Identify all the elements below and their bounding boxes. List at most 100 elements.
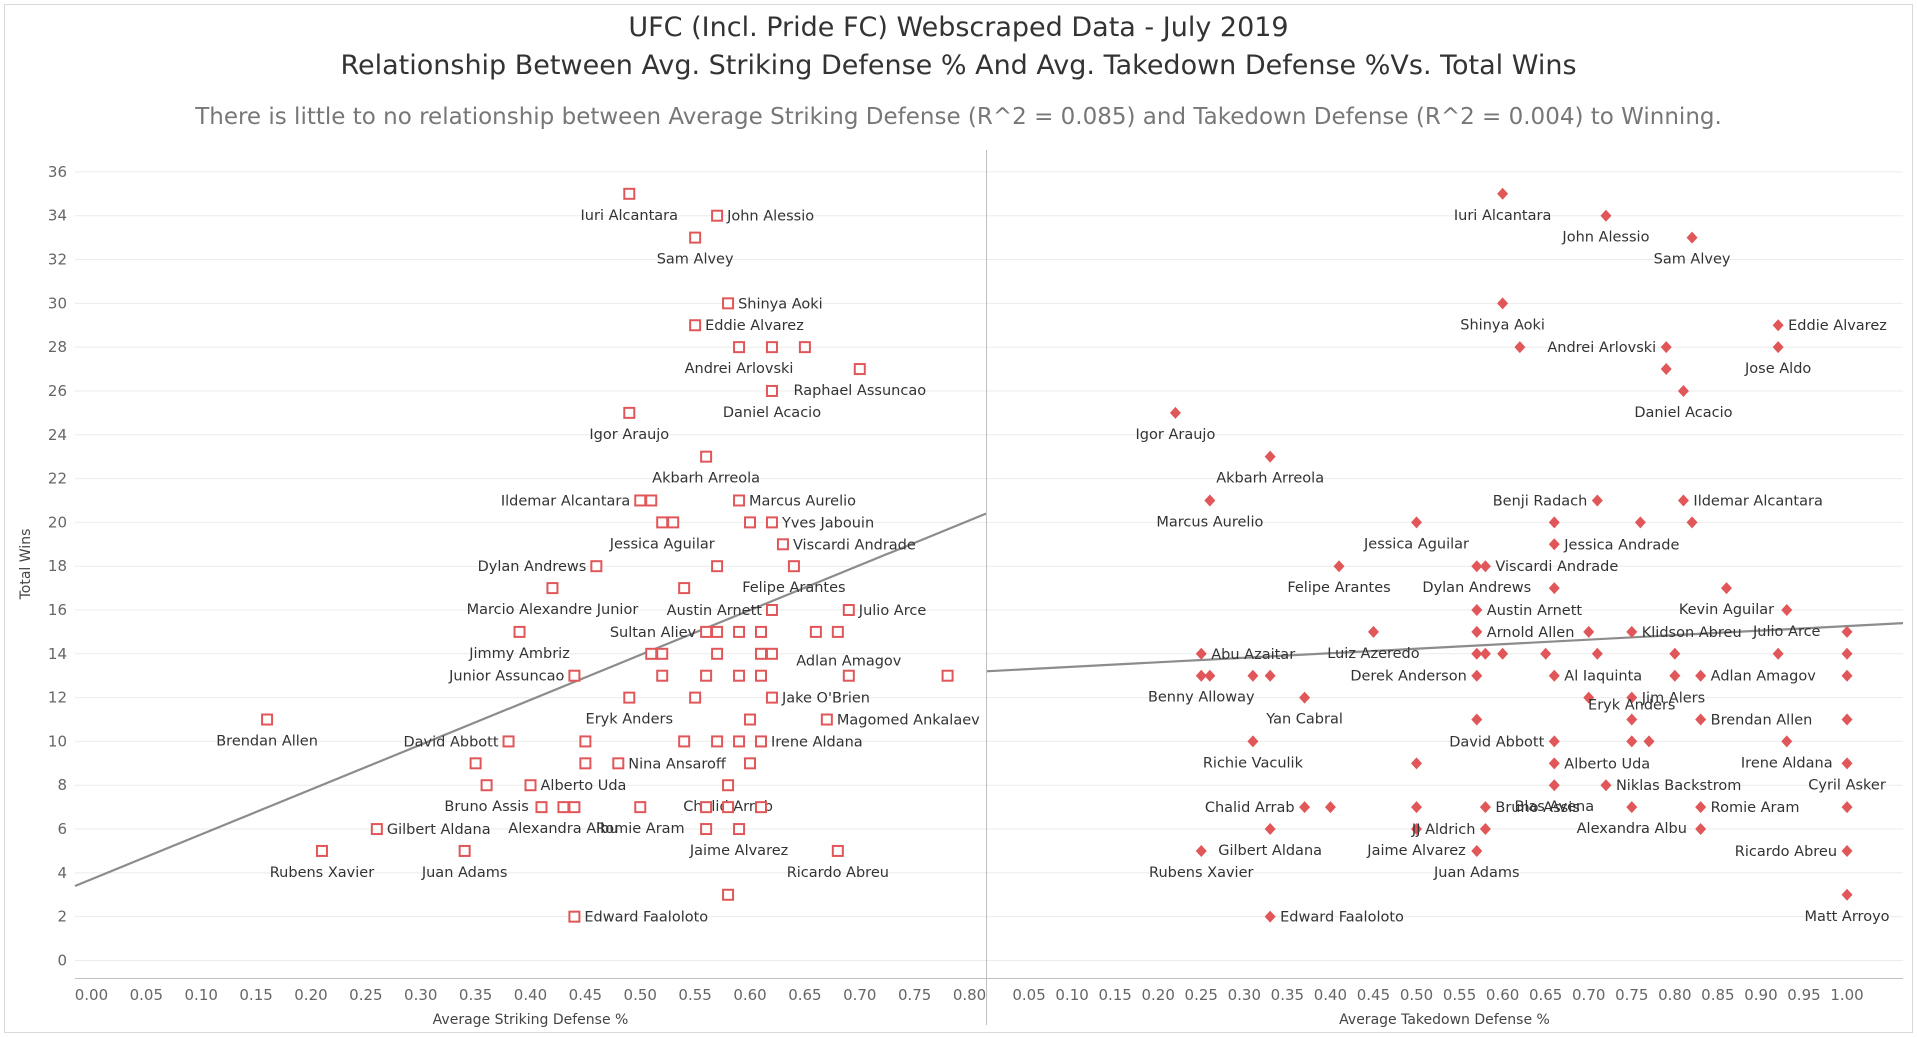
data-point[interactable] — [502, 735, 515, 748]
data-point[interactable] — [1195, 669, 1207, 682]
data-point[interactable] — [1247, 735, 1259, 748]
data-point[interactable] — [1324, 801, 1336, 814]
data-point[interactable] — [798, 341, 811, 354]
data-point[interactable] — [1195, 647, 1207, 660]
data-point[interactable] — [645, 647, 658, 660]
data-point[interactable] — [667, 516, 680, 529]
data-point[interactable] — [1548, 516, 1560, 529]
data-point[interactable] — [579, 735, 592, 748]
data-point[interactable] — [1471, 844, 1483, 857]
data-point[interactable] — [469, 757, 482, 770]
data-point[interactable] — [678, 582, 691, 595]
data-point[interactable] — [1600, 779, 1612, 792]
data-point[interactable] — [1669, 669, 1681, 682]
data-point[interactable] — [1643, 735, 1655, 748]
data-point[interactable] — [1626, 713, 1638, 726]
data-point[interactable] — [1583, 691, 1595, 704]
data-point[interactable] — [733, 823, 746, 836]
data-point[interactable] — [535, 801, 548, 814]
data-point[interactable] — [1583, 625, 1595, 638]
data-point[interactable] — [1841, 801, 1853, 814]
data-point[interactable] — [809, 625, 822, 638]
data-point[interactable] — [1471, 669, 1483, 682]
data-point[interactable] — [1686, 516, 1698, 529]
data-point[interactable] — [634, 494, 647, 507]
data-point[interactable] — [1695, 823, 1707, 836]
data-point[interactable] — [689, 231, 702, 244]
data-point[interactable] — [1841, 844, 1853, 857]
data-point[interactable] — [315, 844, 328, 857]
data-point[interactable] — [370, 823, 383, 836]
data-point[interactable] — [733, 341, 746, 354]
data-point[interactable] — [1548, 757, 1560, 770]
data-point[interactable] — [689, 319, 702, 332]
data-point[interactable] — [1548, 538, 1560, 551]
data-point[interactable] — [1497, 297, 1509, 310]
data-point[interactable] — [568, 910, 581, 923]
data-point[interactable] — [700, 801, 713, 814]
data-point[interactable] — [1497, 187, 1509, 200]
data-point[interactable] — [1471, 713, 1483, 726]
data-point[interactable] — [1411, 516, 1423, 529]
data-point[interactable] — [1781, 735, 1793, 748]
data-point[interactable] — [1677, 494, 1689, 507]
data-point[interactable] — [1720, 582, 1732, 595]
data-point[interactable] — [1540, 647, 1552, 660]
data-point[interactable] — [612, 757, 625, 770]
data-point[interactable] — [1204, 669, 1216, 682]
data-point[interactable] — [1471, 560, 1483, 573]
data-point[interactable] — [700, 450, 713, 463]
data-point[interactable] — [656, 516, 669, 529]
data-point[interactable] — [568, 669, 581, 682]
data-point[interactable] — [711, 560, 724, 573]
data-point[interactable] — [1600, 209, 1612, 222]
data-point[interactable] — [513, 625, 526, 638]
data-point[interactable] — [711, 209, 724, 222]
data-point[interactable] — [1299, 691, 1311, 704]
data-point[interactable] — [765, 341, 778, 354]
data-point[interactable] — [1841, 713, 1853, 726]
data-point[interactable] — [765, 384, 778, 397]
data-point[interactable] — [1841, 625, 1853, 638]
data-point[interactable] — [744, 713, 757, 726]
data-point[interactable] — [1264, 910, 1276, 923]
data-point[interactable] — [1772, 647, 1784, 660]
data-point[interactable] — [820, 713, 833, 726]
data-point[interactable] — [1479, 560, 1491, 573]
data-point[interactable] — [1497, 647, 1509, 660]
data-point[interactable] — [754, 801, 767, 814]
data-point[interactable] — [1660, 341, 1672, 354]
data-point[interactable] — [722, 801, 735, 814]
data-point[interactable] — [853, 363, 866, 376]
data-point[interactable] — [842, 669, 855, 682]
data-point[interactable] — [689, 691, 702, 704]
data-point[interactable] — [941, 669, 954, 682]
data-point[interactable] — [1367, 625, 1379, 638]
data-point[interactable] — [765, 647, 778, 660]
data-point[interactable] — [1548, 779, 1560, 792]
data-point[interactable] — [656, 647, 669, 660]
data-point[interactable] — [261, 713, 274, 726]
data-point[interactable] — [765, 691, 778, 704]
data-point[interactable] — [1411, 757, 1423, 770]
data-point[interactable] — [1626, 735, 1638, 748]
data-point[interactable] — [1677, 384, 1689, 397]
data-point[interactable] — [1591, 647, 1603, 660]
data-point[interactable] — [711, 647, 724, 660]
data-point[interactable] — [1772, 341, 1784, 354]
data-point[interactable] — [744, 757, 757, 770]
data-point[interactable] — [1841, 888, 1853, 901]
data-point[interactable] — [722, 888, 735, 901]
data-point[interactable] — [1514, 341, 1526, 354]
data-point[interactable] — [634, 801, 647, 814]
data-point[interactable] — [700, 823, 713, 836]
data-point[interactable] — [590, 560, 603, 573]
data-point[interactable] — [733, 625, 746, 638]
data-point[interactable] — [733, 735, 746, 748]
data-point[interactable] — [754, 625, 767, 638]
data-point[interactable] — [1548, 669, 1560, 682]
data-point[interactable] — [722, 297, 735, 310]
data-point[interactable] — [733, 494, 746, 507]
data-point[interactable] — [1591, 494, 1603, 507]
data-point[interactable] — [568, 801, 581, 814]
